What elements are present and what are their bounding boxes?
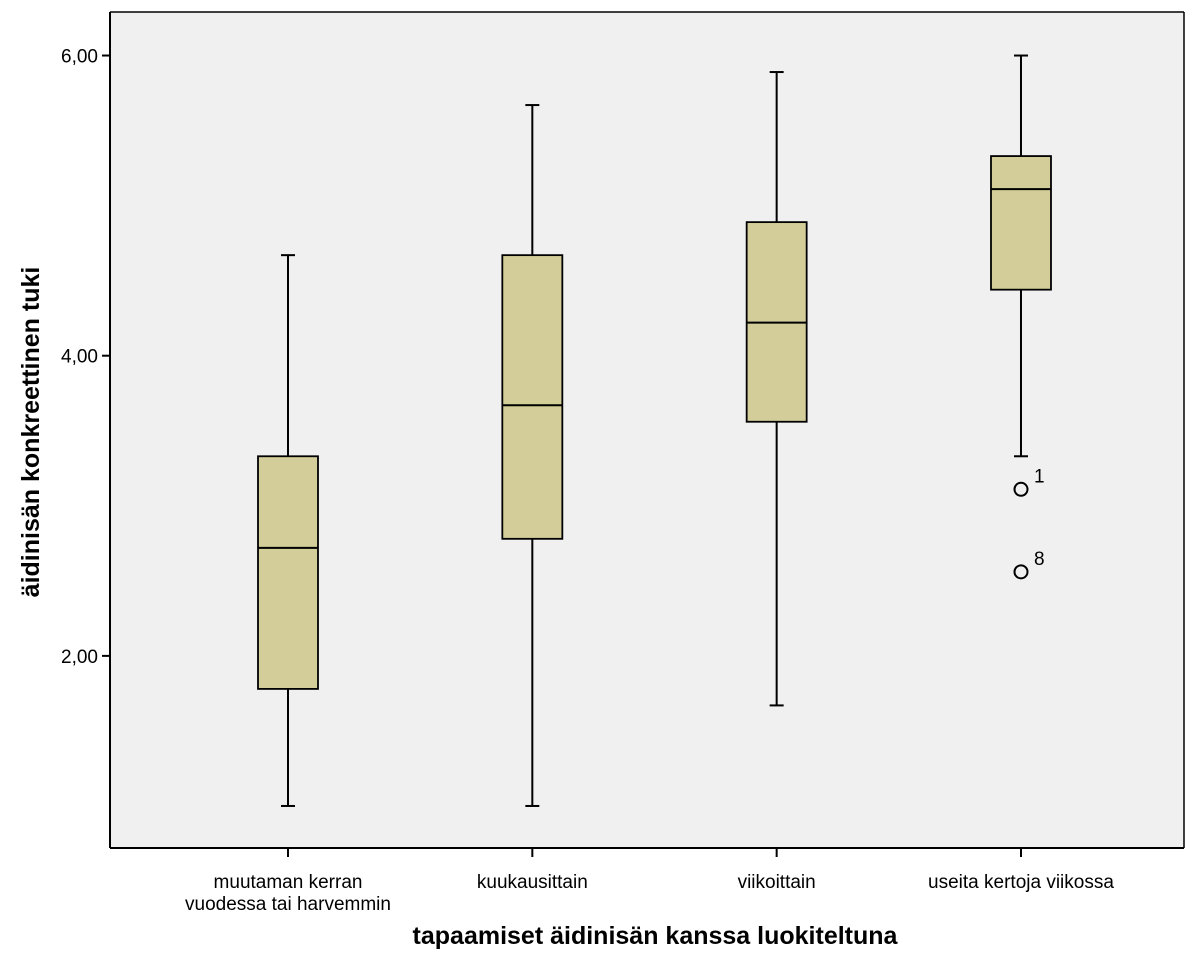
plot-area (110, 12, 1184, 848)
outlier-point (1013, 564, 1029, 580)
iqr-box (257, 455, 319, 690)
y-tick-label: 4,00 (61, 347, 98, 368)
y-axis-title: äidinisän konkreettinen tuki (17, 267, 45, 598)
y-tick-label: 6,00 (61, 47, 98, 68)
x-axis-title: tapaamiset äidinisän kanssa luokiteltuna (413, 922, 899, 950)
box-group (257, 254, 319, 807)
box-series: 18 (257, 54, 1052, 807)
box-group: 18 (990, 54, 1052, 580)
x-category-label: useita kertoja viikossa (928, 872, 1114, 893)
box-group (745, 71, 808, 707)
box-group (501, 104, 564, 807)
outlier-label: 8 (1034, 549, 1045, 570)
y-axis-ticks: 2,00 4,00 6,00 (61, 47, 110, 668)
x-category-label: kuukausittain (477, 872, 588, 893)
outlier-point (1013, 481, 1029, 497)
iqr-box (990, 155, 1052, 291)
y-tick-label: 2,00 (61, 647, 98, 668)
outlier-label: 1 (1034, 466, 1045, 487)
x-category-label: viikoittain (738, 872, 816, 893)
x-category-label: vuodessa tai harvemmin (185, 894, 391, 915)
x-category-label: muutaman kerran (214, 872, 363, 893)
iqr-box (501, 254, 564, 540)
